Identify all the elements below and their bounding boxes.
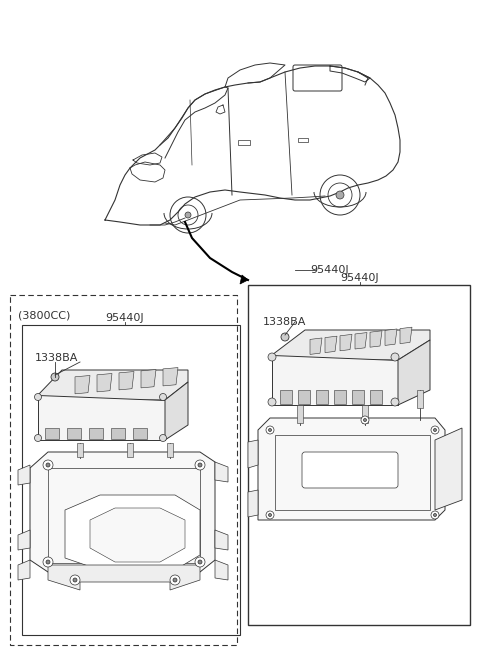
Bar [417,390,423,408]
Polygon shape [48,565,200,590]
FancyBboxPatch shape [302,452,398,488]
Bar [352,390,364,404]
Circle shape [363,419,367,422]
Polygon shape [398,340,430,405]
Text: 95440J: 95440J [106,313,144,323]
Text: (3800CC): (3800CC) [18,310,71,320]
Bar [238,140,250,145]
Polygon shape [165,382,188,440]
Polygon shape [30,452,215,572]
Bar [370,390,382,404]
Bar [297,405,303,423]
Text: 95440J: 95440J [311,265,349,275]
Bar [316,390,328,404]
Bar [248,285,470,625]
Polygon shape [18,465,30,485]
Bar [48,468,200,563]
Circle shape [268,514,272,517]
Polygon shape [38,395,165,440]
Circle shape [46,463,50,467]
Polygon shape [65,495,200,570]
Circle shape [433,514,436,517]
Text: 1338BA: 1338BA [35,353,78,363]
Circle shape [266,511,274,519]
Polygon shape [119,371,134,390]
Bar [45,428,59,439]
Polygon shape [97,373,112,392]
Circle shape [431,426,439,434]
Circle shape [391,353,399,361]
Polygon shape [272,330,430,360]
Circle shape [35,434,41,441]
Bar [133,428,147,439]
Circle shape [35,394,41,400]
Polygon shape [435,428,462,510]
Polygon shape [258,418,445,520]
Bar [167,443,173,457]
Polygon shape [340,334,352,351]
Bar [362,405,368,423]
Bar [298,138,308,142]
Text: 1338BA: 1338BA [263,317,306,327]
Bar [77,443,83,457]
Bar [89,428,103,439]
Circle shape [266,426,274,434]
Circle shape [268,398,276,406]
Bar [10,295,237,645]
Polygon shape [90,508,185,562]
Circle shape [159,394,167,400]
Circle shape [46,560,50,564]
Polygon shape [240,275,248,284]
Circle shape [173,578,177,582]
Polygon shape [18,560,30,580]
Polygon shape [215,462,228,482]
Polygon shape [248,440,258,468]
Bar [280,390,292,404]
Circle shape [433,428,436,432]
Polygon shape [141,369,156,388]
Circle shape [51,373,59,381]
Circle shape [73,578,77,582]
Circle shape [70,575,80,585]
Polygon shape [272,355,398,405]
Polygon shape [355,333,367,349]
Circle shape [268,353,276,361]
Circle shape [198,560,202,564]
Circle shape [431,511,439,519]
Circle shape [391,398,399,406]
Circle shape [361,416,369,424]
Text: 95440J: 95440J [341,273,379,283]
Polygon shape [248,490,258,517]
Polygon shape [400,327,412,344]
Bar [111,428,125,439]
Polygon shape [325,336,337,352]
Bar [67,428,81,439]
Polygon shape [75,375,90,394]
Polygon shape [215,560,228,580]
Circle shape [336,191,344,199]
Polygon shape [385,329,397,345]
Circle shape [170,575,180,585]
Circle shape [185,212,191,218]
Bar [275,435,430,510]
Polygon shape [310,338,322,354]
Circle shape [43,557,53,567]
Circle shape [268,428,272,432]
Polygon shape [18,530,30,550]
Circle shape [281,333,289,341]
Bar [127,443,133,457]
Circle shape [43,460,53,470]
Bar [298,390,310,404]
Circle shape [195,557,205,567]
Circle shape [198,463,202,467]
Circle shape [159,434,167,441]
Bar [334,390,346,404]
Polygon shape [38,370,188,400]
Bar [22,325,240,635]
Polygon shape [163,367,178,386]
Circle shape [195,460,205,470]
Polygon shape [370,331,382,347]
Polygon shape [215,530,228,550]
